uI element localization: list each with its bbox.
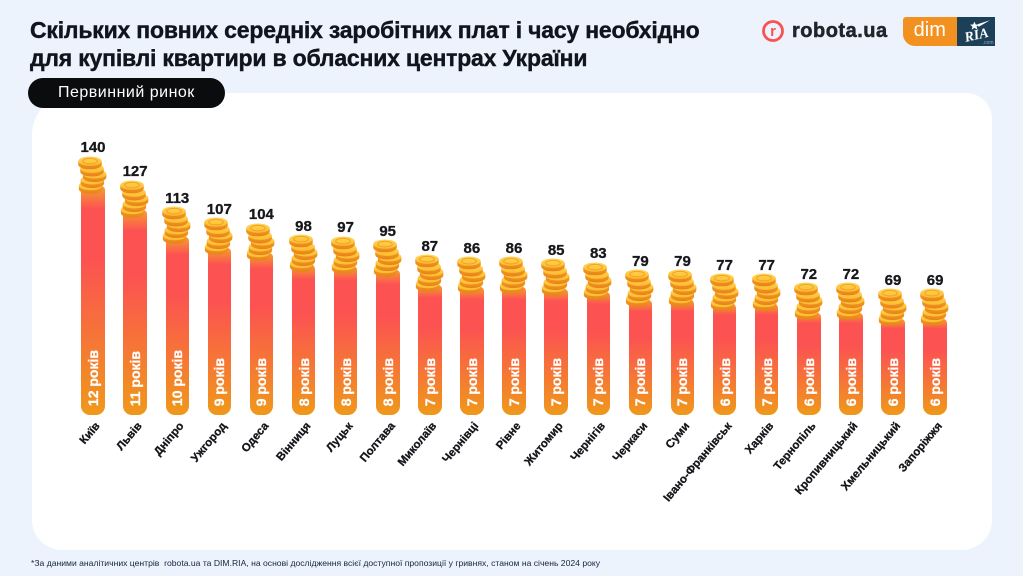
svg-text:.com: .com <box>982 40 993 46</box>
svg-text:RIA: RIA <box>962 26 990 46</box>
svg-text:r: r <box>770 23 776 40</box>
